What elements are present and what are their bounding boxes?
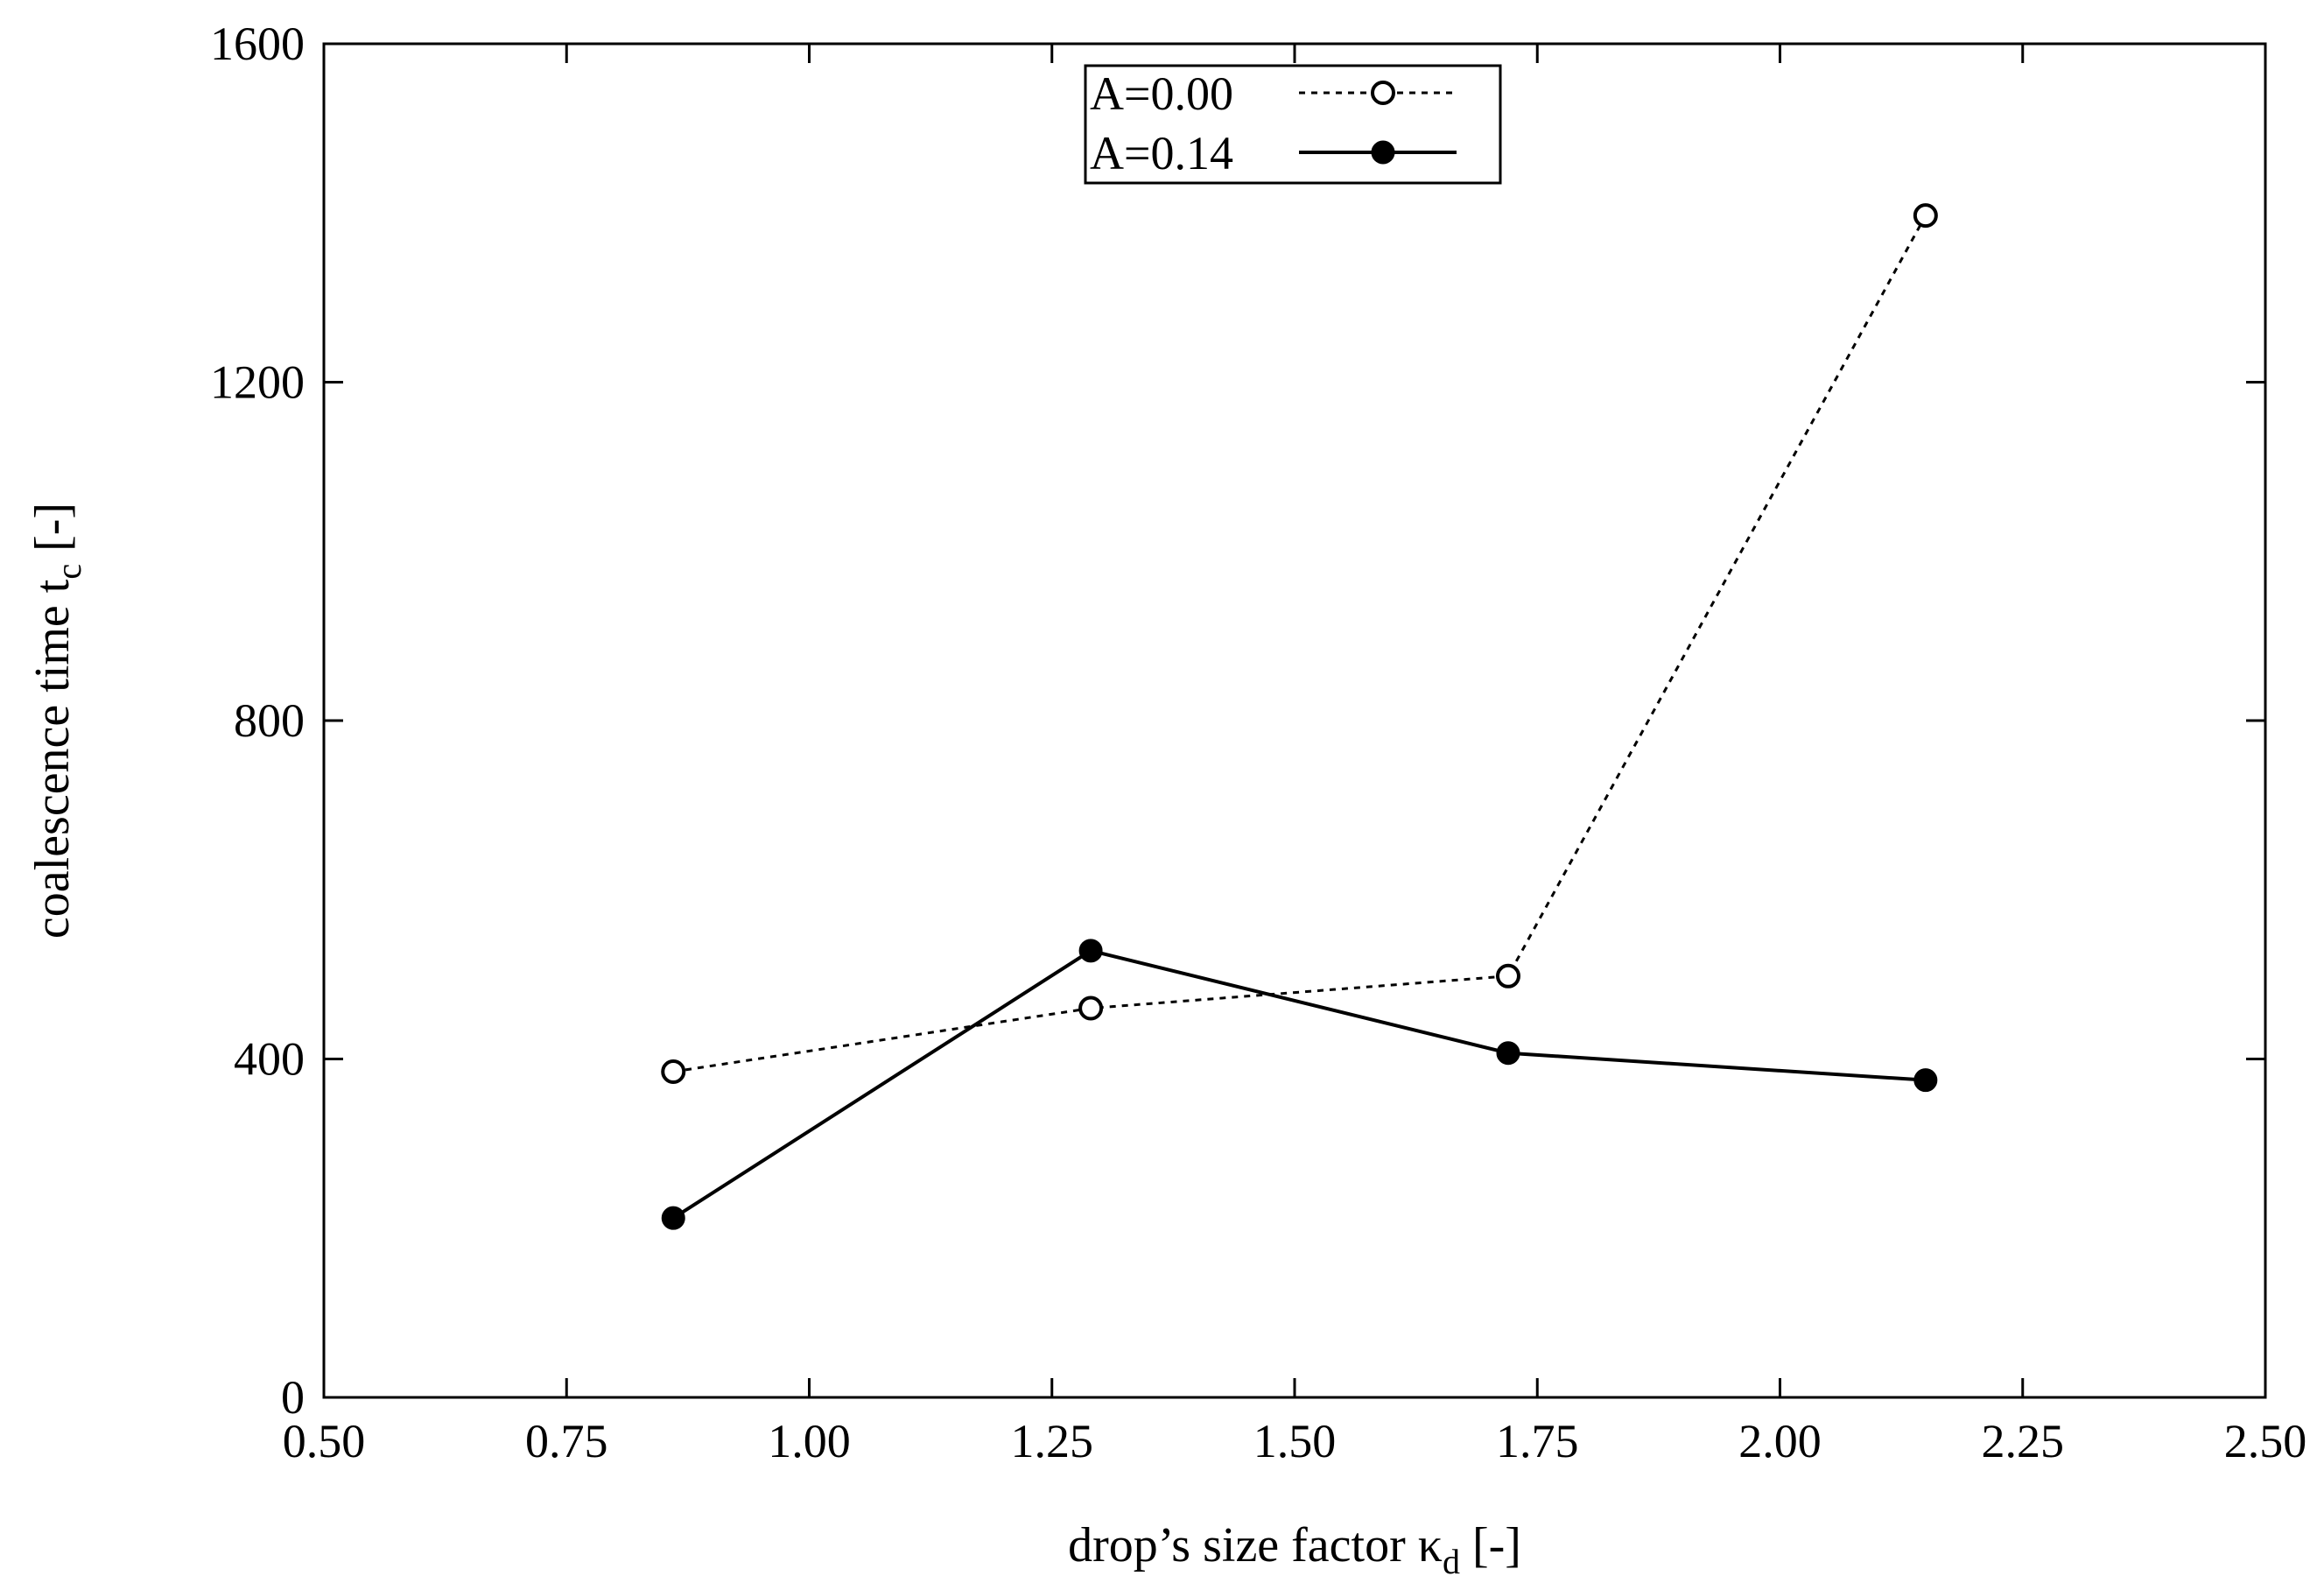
x-tick-label: 0.50	[283, 1415, 366, 1467]
legend-label-a000: A=0.00	[1090, 67, 1233, 120]
x-tick-label: 2.00	[1738, 1415, 1822, 1467]
y-tick-label: 1200	[210, 356, 305, 409]
y-axis-title: coalescence time tc [-]	[25, 503, 88, 939]
x-axis-title-main: drop’s size factor κ	[1068, 1518, 1443, 1572]
x-axis-ticks: 0.50 0.75 1.00 1.25 1.50 1.75 2.00 2.25 2.50	[283, 44, 2307, 1467]
y-axis-title-unit: [-]	[25, 503, 80, 564]
x-tick-label: 1.75	[1496, 1415, 1579, 1467]
series-line-a000	[673, 215, 1927, 1073]
x-tick-label: 0.75	[525, 1415, 608, 1467]
legend-marker-a014	[1371, 140, 1395, 165]
y-tick-label: 0	[281, 1371, 305, 1424]
x-tick-label: 1.25	[1011, 1415, 1094, 1467]
x-axis-title-subscript: d	[1443, 1542, 1460, 1581]
y-tick-label: 1600	[210, 18, 305, 70]
x-axis-title: drop’s size factor κd [-]	[1068, 1518, 1521, 1581]
x-tick-label: 2.25	[1982, 1415, 2065, 1467]
series-a000	[661, 203, 1938, 1084]
data-point-a014	[1913, 1068, 1938, 1093]
series-layer	[661, 203, 1938, 1230]
data-point-a000	[1078, 996, 1104, 1021]
data-point-a000	[1913, 203, 1938, 229]
legend: A=0.00 A=0.14	[1084, 64, 1502, 185]
y-axis-ticks: 0 400 800 1200 1600	[210, 18, 2265, 1424]
plot-frame	[322, 42, 2267, 1399]
data-point-a014	[1496, 1041, 1520, 1066]
y-axis-title-subscript: c	[49, 564, 88, 580]
data-point-a000	[1495, 963, 1520, 988]
y-tick-label: 800	[234, 694, 305, 747]
data-point-a014	[661, 1206, 685, 1230]
x-tick-label: 2.50	[2224, 1415, 2307, 1467]
x-tick-label: 1.50	[1253, 1415, 1337, 1467]
x-axis-title-unit: [-]	[1460, 1518, 1521, 1572]
x-tick-label: 1.00	[768, 1415, 851, 1467]
data-point-a000	[661, 1059, 686, 1084]
y-axis-title-main: coalescence time t	[25, 579, 80, 939]
legend-box	[1084, 64, 1502, 185]
series-line-a014	[672, 948, 1926, 1220]
series-a014	[661, 939, 1938, 1230]
y-tick-label: 400	[234, 1033, 305, 1086]
legend-label-a014: A=0.14	[1090, 127, 1233, 179]
data-point-a014	[1078, 939, 1103, 963]
legend-marker-a000	[1371, 81, 1395, 105]
